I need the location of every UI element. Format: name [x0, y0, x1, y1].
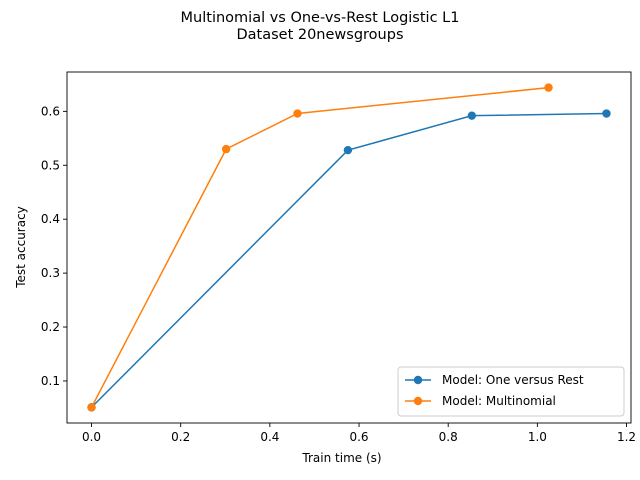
y-tick-label: 0.1 [41, 374, 60, 388]
x-axis: 0.0 0.2 0.4 0.6 0.8 1.0 1.2 [82, 423, 636, 444]
y-tick-label: 0.3 [41, 266, 60, 280]
y-tick-label: 0.2 [41, 320, 60, 334]
x-axis-label: Train time (s) [301, 451, 381, 465]
data-point [343, 145, 353, 155]
plot-frame [66, 71, 632, 424]
data-point [293, 109, 302, 118]
legend-label: Model: One versus Rest [442, 373, 584, 387]
x-tick-label: 0.8 [439, 430, 458, 444]
series-layer [87, 83, 611, 412]
x-tick-label: 0.6 [349, 430, 368, 444]
y-tick-label: 0.6 [41, 104, 60, 118]
series-line-1 [90, 86, 549, 408]
x-tick-label: 0.2 [171, 430, 190, 444]
data-point [221, 144, 231, 154]
x-tick-label: 1.2 [617, 430, 636, 444]
y-axis-label: Test accuracy [14, 206, 28, 289]
legend-marker [413, 375, 423, 385]
y-axis: 0.1 0.2 0.3 0.4 0.5 0.6 [41, 104, 67, 388]
legend-box [397, 366, 625, 417]
data-point [87, 403, 96, 412]
legend-label: Model: Multinomial [442, 394, 556, 408]
data-point [602, 109, 611, 118]
chart-subtitle: Dataset 20newsgroups [236, 27, 403, 43]
legend: Model: One versus Rest Model: Multinomial [397, 366, 625, 417]
data-point [467, 111, 477, 120]
x-tick-label: 0.4 [260, 430, 279, 444]
y-tick-label: 0.4 [41, 212, 60, 226]
plot-area [66, 71, 632, 424]
series-line-0 [90, 112, 607, 408]
legend-marker [413, 396, 423, 406]
x-tick-label: 0.0 [82, 430, 101, 444]
y-tick-label: 0.5 [41, 158, 60, 172]
data-point [544, 83, 553, 92]
x-tick-label: 1.0 [528, 430, 547, 444]
chart-title: Multinomial vs One-vs-Rest Logistic L1 [181, 10, 460, 26]
